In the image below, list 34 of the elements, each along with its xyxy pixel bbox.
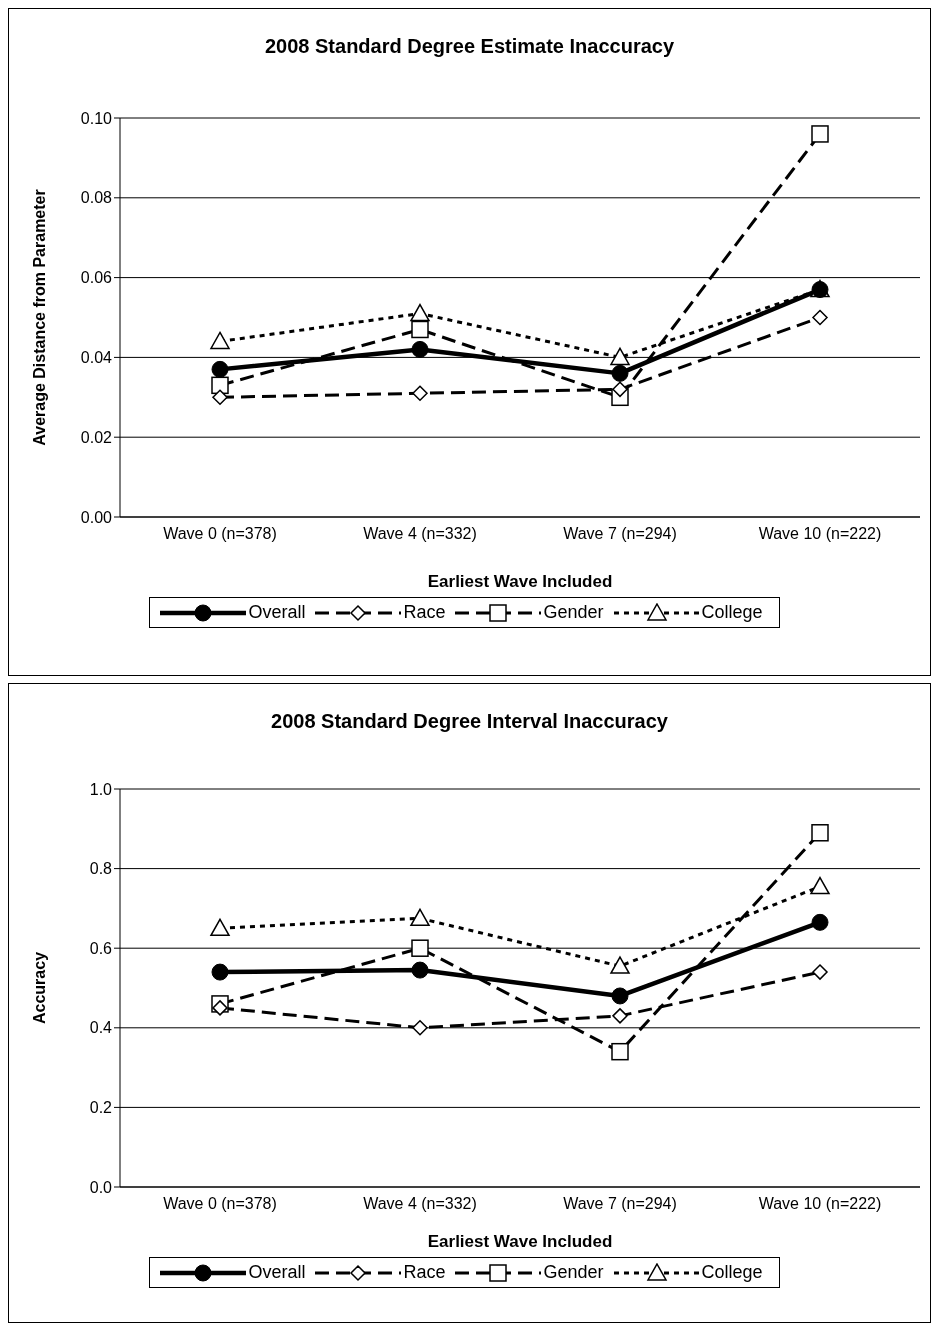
- y-tick-label: 0.0: [89, 1178, 113, 1196]
- legend-label: College: [701, 1262, 763, 1283]
- y-tick-label: 0.8: [89, 860, 113, 878]
- y-axis-title: Average Distance from Parameter: [30, 189, 48, 446]
- x-tick-label: Wave 0 (n=378): [163, 1195, 277, 1212]
- legend-label: Race: [403, 602, 446, 623]
- y-tick-label: 0.00: [80, 508, 113, 526]
- y-tick-label: 0.2: [89, 1099, 113, 1117]
- x-axis-title: Earliest Wave Included: [427, 1232, 613, 1251]
- x-tick-label: Wave 4 (n=332): [363, 1195, 477, 1212]
- x-tick-label: Wave 10 (n=222): [758, 525, 882, 542]
- y-tick-label: 0.02: [80, 428, 113, 446]
- legend-label: College: [701, 602, 763, 623]
- chart-title: 2008 Standard Degree Interval Inaccuracy: [270, 710, 669, 733]
- x-tick-label: Wave 4 (n=332): [363, 525, 477, 542]
- legend-label: Gender: [543, 602, 604, 623]
- legend-label: Overall: [248, 1262, 306, 1283]
- x-tick-label: Wave 7 (n=294): [563, 525, 677, 542]
- x-tick-label: Wave 0 (n=378): [163, 525, 277, 542]
- y-tick-label: 0.08: [80, 189, 113, 207]
- y-tick-label: 0.06: [80, 269, 113, 287]
- x-tick-label: Wave 10 (n=222): [758, 1195, 882, 1212]
- y-tick-label: 0.10: [80, 109, 113, 127]
- y-tick-label: 0.6: [89, 939, 113, 957]
- y-tick-label: 0.4: [89, 1019, 113, 1037]
- y-tick-label: 1.0: [89, 780, 113, 798]
- legend-label: Gender: [543, 1262, 604, 1283]
- y-tick-label: 0.04: [80, 349, 113, 367]
- legend-label: Race: [403, 1262, 446, 1283]
- legend-label: Overall: [248, 602, 306, 623]
- x-axis-title: Earliest Wave Included: [427, 572, 613, 591]
- y-axis-title: Accuracy: [30, 951, 48, 1025]
- chart-title: 2008 Standard Degree Estimate Inaccuracy: [263, 35, 676, 58]
- x-tick-label: Wave 7 (n=294): [563, 1195, 677, 1212]
